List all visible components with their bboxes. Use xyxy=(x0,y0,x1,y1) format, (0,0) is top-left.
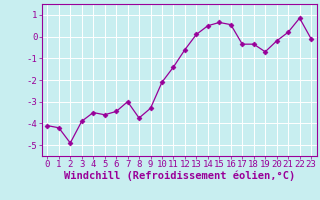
X-axis label: Windchill (Refroidissement éolien,°C): Windchill (Refroidissement éolien,°C) xyxy=(64,171,295,181)
